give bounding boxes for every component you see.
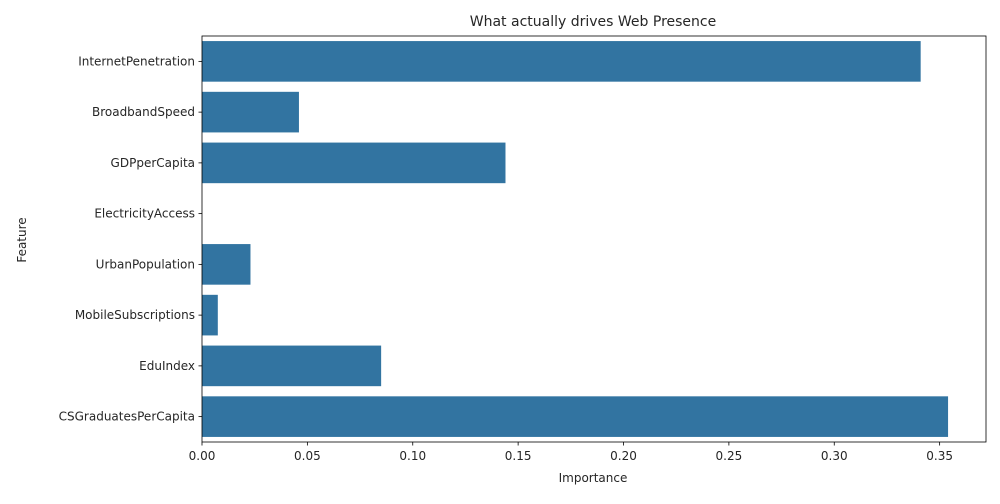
- bar-BroadbandSpeed: [202, 91, 299, 133]
- x-tick-label: 0.20: [610, 449, 637, 463]
- x-tick-label: 0.35: [926, 449, 953, 463]
- y-tick-label: BroadbandSpeed: [92, 105, 195, 119]
- y-tick-label: CSGraduatesPerCapita: [59, 410, 195, 424]
- x-tick-label: 0.30: [821, 449, 848, 463]
- bar-GDPperCapita: [202, 142, 506, 184]
- bar-CSGraduatesPerCapita: [202, 396, 949, 437]
- x-tick-label: 0.05: [294, 449, 321, 463]
- x-tick-label: 0.10: [399, 449, 426, 463]
- y-tick-label: MobileSubscriptions: [75, 308, 195, 322]
- y-tick-label: GDPperCapita: [111, 156, 195, 170]
- x-tick-label: 0.15: [505, 449, 532, 463]
- y-tick-label: EduIndex: [139, 359, 195, 373]
- bar-InternetPenetration: [202, 41, 921, 82]
- bars-layer: [202, 41, 949, 437]
- bar-MobileSubscriptions: [202, 294, 218, 336]
- bar-EduIndex: [202, 345, 382, 387]
- y-tick-label: InternetPenetration: [78, 54, 195, 68]
- chart-title: What actually drives Web Presence: [470, 14, 716, 30]
- bar-UrbanPopulation: [202, 244, 251, 285]
- plot-frame: [201, 35, 987, 443]
- x-tick-label: 0.00: [189, 449, 216, 463]
- y-tick-label: ElectricityAccess: [94, 207, 195, 221]
- y-axis-label: Feature: [15, 217, 29, 262]
- y-tick-label: UrbanPopulation: [96, 257, 195, 271]
- x-axis-label: Importance: [559, 471, 628, 485]
- x-axis-ticks: 0.00 0.05 0.10 0.15 0.20 0.25 0.30 0.35: [189, 442, 953, 463]
- y-axis-ticks: InternetPenetration BroadbandSpeed GDPperC…: [59, 54, 202, 424]
- x-tick-label: 0.25: [716, 449, 743, 463]
